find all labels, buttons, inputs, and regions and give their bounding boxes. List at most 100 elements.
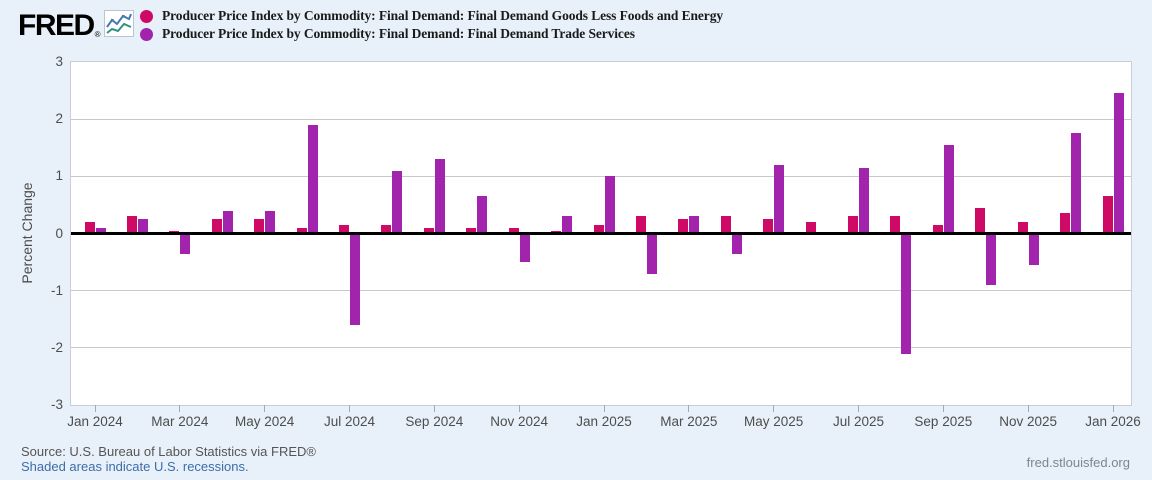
x-tick-label: Nov 2024 [490,414,549,429]
bar-trade-services [859,167,869,234]
bar-trade-services [137,219,148,234]
x-tick [1027,405,1029,412]
bar-goods [84,222,95,234]
bar-trade-services [1113,93,1124,234]
bar-goods [678,219,689,234]
fred-logo-text: FRED [18,9,95,42]
x-tick [94,405,96,412]
x-tick [264,405,266,412]
legend-marker-trade-services-icon [140,27,153,41]
bar-goods [593,224,604,234]
x-tick-label: May 2024 [235,414,295,429]
chart-legend: Producer Price Index by Commodity: Final… [140,7,723,43]
bar-goods [805,222,816,234]
bar-trade-services [180,233,191,254]
gridline [71,290,1131,292]
x-tick-label: May 2025 [744,414,804,429]
bar-trade-services [434,159,445,234]
plot-area: 3 2 1 0 -1 -2 -3 Jan 2024 Mar 2024 May 2024 Jul 20… [51,54,1141,429]
bar-trade-services [986,233,997,285]
bar-goods [720,216,731,234]
bar-goods [296,227,307,234]
bar-goods [848,216,858,234]
bar-goods [763,219,774,234]
recessions-note-link[interactable]: Shaded areas indicate U.S. recessions. [21,459,249,474]
x-tick-label: Sep 2025 [914,414,973,429]
x-tick-label: Jul 2024 [323,414,376,429]
x-tick-label: Jul 2025 [832,414,885,429]
x-tick [688,405,690,412]
bar-trade-services [562,216,573,234]
x-tick-label: Nov 2025 [999,414,1058,429]
bar-trade-services [943,144,954,234]
x-tick-label: Mar 2024 [151,414,209,429]
bar-trade-services [604,176,615,234]
registered-mark: ® [94,30,101,39]
x-tick [433,405,435,412]
bar-goods [932,224,943,234]
bar-trade-services [646,233,657,274]
bar-goods [1102,196,1113,234]
bar-trade-services [350,233,360,325]
bar-goods [381,224,392,234]
y-tick-label: 0 [55,225,63,241]
x-tick [518,405,520,412]
legend-item-trade-services: Producer Price Index by Commodity: Final… [140,25,723,43]
x-tick [603,405,605,412]
bar-goods [508,227,519,234]
bar-trade-services [1071,133,1082,234]
fred-logo: FRED ® [18,10,134,42]
gridline [71,118,1131,120]
y-tick-label: -2 [50,339,63,355]
bar-goods [1060,213,1071,234]
zero-axis-line [71,232,1131,235]
x-tick [179,405,181,412]
bar-trade-services [519,233,530,263]
y-tick-label: -3 [50,397,63,412]
x-tick [1112,405,1114,412]
bar-goods [254,219,265,234]
bar-trade-services [477,196,488,234]
bar-goods [126,216,137,234]
bar-trade-services [222,210,233,234]
x-tick-label: Mar 2025 [660,414,718,429]
legend-label-trade-services: Producer Price Index by Commodity: Final… [162,26,635,41]
x-tick [942,405,944,412]
legend-marker-goods-icon [140,9,153,23]
bar-goods [466,227,477,234]
y-tick-label: -1 [50,282,63,298]
x-tick-label: Jan 2026 [1085,414,1141,429]
fred-site-link[interactable]: fred.stlouisfed.org [1026,455,1130,470]
bar-trade-services [901,233,912,354]
bar-trade-services [1028,233,1039,265]
bar-goods [423,227,434,234]
x-tick [773,405,775,412]
bar-goods [339,224,349,234]
x-tick-label: Jan 2024 [67,414,123,429]
header: FRED ® Producer Price Index by Commodity… [0,0,1152,52]
bar-goods [1017,222,1028,234]
y-tick-label: 2 [55,111,63,127]
bar-goods [890,216,901,234]
x-tick [858,405,859,412]
bar-trade-services [689,216,700,234]
y-tick-label: 1 [55,168,63,184]
x-tick-label: Jan 2025 [576,414,632,429]
gridline [71,347,1131,349]
fred-sparkline-icon [103,10,134,42]
bar-trade-services [307,124,318,234]
gridline [71,175,1131,177]
bar-trade-services [95,227,106,234]
x-tick [349,405,350,412]
legend-label-goods: Producer Price Index by Commodity: Final… [162,8,724,23]
bar-trade-services [774,164,785,234]
bar-trade-services [265,210,276,234]
legend-item-goods: Producer Price Index by Commodity: Final… [140,7,723,25]
source-note: Source: U.S. Bureau of Labor Statistics … [21,444,316,459]
x-tick-label: Sep 2024 [405,414,464,429]
bar-goods [211,219,222,234]
bar-goods [975,207,986,234]
bar-goods [635,216,646,234]
bar-trade-services [392,170,403,234]
